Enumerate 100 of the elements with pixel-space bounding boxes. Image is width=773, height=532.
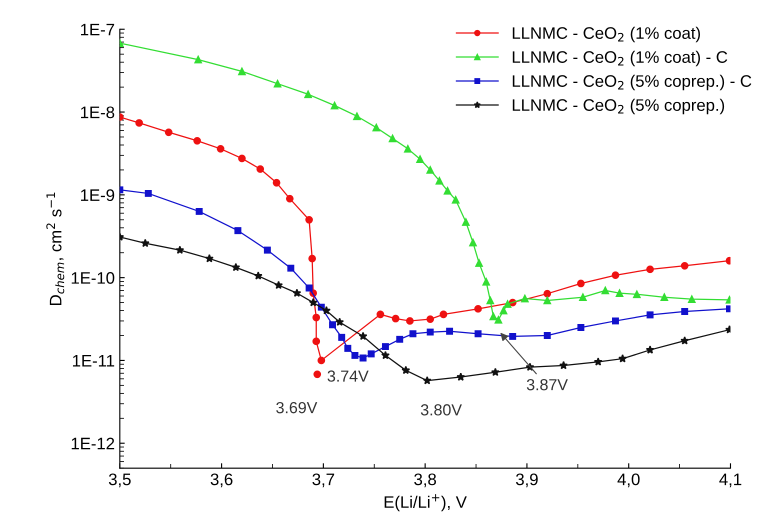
point [313, 370, 322, 378]
point [286, 194, 294, 202]
point [446, 328, 454, 335]
point [681, 308, 688, 315]
point [633, 290, 641, 298]
point [416, 155, 424, 163]
point [338, 334, 346, 341]
point [601, 286, 610, 294]
y-tick-label: 1E-10 [72, 272, 114, 284]
point [330, 102, 338, 110]
point [577, 324, 584, 331]
point [308, 254, 316, 262]
point [144, 190, 152, 197]
point [196, 208, 203, 215]
x-tick-label: 3,6 [210, 473, 232, 488]
point [594, 357, 602, 366]
point [318, 356, 326, 364]
point [404, 144, 412, 153]
point [287, 264, 294, 272]
point [335, 318, 344, 326]
x-tick-label: 4,1 [719, 474, 742, 488]
point [469, 238, 477, 246]
point [376, 310, 384, 318]
point [308, 298, 318, 306]
legend-label: LLNMC - CeO$_{2}$ (5% coprep.) - C [512, 74, 752, 90]
annotation: 3.69V [276, 402, 318, 414]
point [238, 154, 246, 162]
point [392, 314, 400, 322]
point [353, 112, 361, 120]
point [409, 330, 416, 338]
point [194, 56, 202, 64]
point [646, 311, 654, 318]
legend-label: LLNMC - CeO$_{2}$ (1% coat) [512, 26, 700, 42]
point [500, 306, 508, 314]
point [452, 196, 460, 204]
point [543, 290, 552, 298]
point [312, 314, 320, 322]
point [579, 293, 587, 302]
point [234, 227, 242, 234]
point [494, 316, 502, 324]
point [475, 259, 483, 267]
point [401, 366, 410, 374]
x-tick-label: 3,5 [108, 473, 131, 488]
x-tick-label: 4,0 [618, 473, 640, 488]
point [509, 332, 516, 340]
point [351, 352, 358, 359]
point [312, 338, 320, 346]
point [444, 186, 452, 195]
point [304, 90, 312, 98]
y-tick-label: 1E-11 [72, 355, 114, 366]
annotation: 3.80V [420, 404, 462, 416]
point [680, 336, 690, 345]
point [368, 350, 375, 358]
point [254, 271, 263, 280]
point [381, 350, 390, 360]
point [474, 330, 482, 338]
point [274, 80, 282, 88]
point [426, 166, 434, 174]
point [462, 218, 470, 226]
point [360, 354, 367, 362]
legend-label: LLNMC - CeO$_{2}$ (1% coat) - C [512, 50, 728, 66]
point [232, 262, 240, 272]
y-axis-title: D$_{chem}$, cm$^{2}$ s$^{−1}$ [46, 192, 64, 306]
point [491, 368, 500, 376]
point [612, 317, 619, 324]
x-tick-label: 3,9 [516, 473, 538, 488]
legend-label: LLNMC - CeO$_{2}$ (5% coprep.) [512, 98, 724, 114]
point [372, 124, 380, 132]
point [490, 312, 498, 320]
point [426, 328, 434, 336]
point [504, 300, 512, 308]
y-tick-label: 1E-9 [81, 189, 114, 202]
point [559, 360, 568, 370]
x-tick-label: 3,7 [312, 473, 334, 488]
point [618, 354, 627, 362]
point [474, 305, 482, 313]
point [135, 119, 143, 127]
point [344, 344, 352, 352]
point [358, 332, 368, 340]
point [436, 176, 444, 185]
point [406, 317, 414, 325]
point [305, 216, 313, 224]
x-tick-label: 3,8 [414, 473, 436, 488]
point [306, 284, 313, 292]
point [688, 295, 696, 303]
point [646, 345, 654, 354]
point [205, 254, 214, 262]
point [329, 321, 336, 328]
point [256, 165, 264, 173]
point [164, 128, 172, 136]
point [322, 306, 331, 314]
y-tick-label: 1E-8 [81, 106, 114, 118]
point [486, 296, 494, 304]
point [274, 280, 283, 290]
point [140, 238, 150, 248]
point [646, 266, 654, 274]
point [521, 294, 529, 302]
point [543, 296, 552, 304]
point [422, 376, 432, 384]
point [396, 336, 404, 343]
